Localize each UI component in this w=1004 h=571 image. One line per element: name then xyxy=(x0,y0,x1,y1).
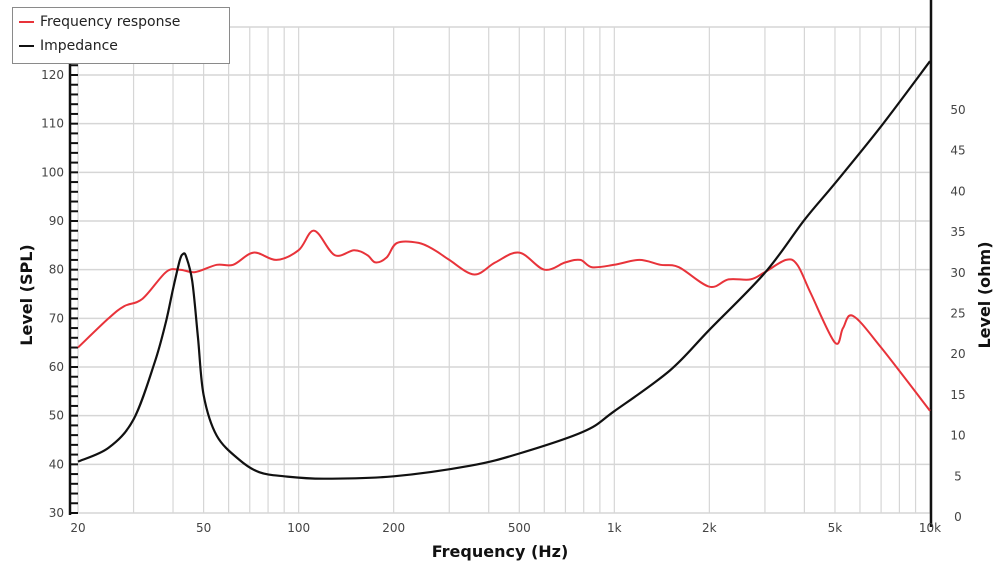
right-y-axis: 0 5 10 15 20 25 30 35 40 45 50 xyxy=(929,0,966,527)
y2-tick-label: 50 xyxy=(950,103,965,117)
x-tick-label: 500 xyxy=(508,521,531,535)
y2-tick-label: 45 xyxy=(950,144,965,158)
y-tick-label: 90 xyxy=(49,214,64,228)
left-y-axis: 30 40 50 60 70 80 90 100 110 120 xyxy=(41,27,78,520)
left-y-axis-title: Level (SPL) xyxy=(17,244,36,345)
x-tick-label: 5k xyxy=(828,521,843,535)
y2-tick-label: 20 xyxy=(950,347,965,361)
x-axis-title: Frequency (Hz) xyxy=(432,542,569,561)
legend-item-impedance: Impedance xyxy=(19,36,118,56)
data-series xyxy=(77,60,931,480)
right-y-axis-title: Level (ohm) xyxy=(975,241,994,348)
x-tick-label: 50 xyxy=(196,521,211,535)
y-tick-label: 30 xyxy=(49,506,64,520)
y2-tick-label: 5 xyxy=(954,469,962,483)
x-tick-label: 100 xyxy=(287,521,310,535)
x-tick-label: 200 xyxy=(382,521,405,535)
y-tick-label: 50 xyxy=(49,409,64,423)
legend-swatch-red xyxy=(19,21,34,23)
x-tick-label: 1k xyxy=(607,521,622,535)
y-tick-label: 60 xyxy=(49,360,64,374)
legend: Frequency response Impedance xyxy=(12,7,230,64)
y-tick-label: 70 xyxy=(49,311,64,325)
y2-tick-label: 35 xyxy=(950,225,965,239)
y-tick-label: 100 xyxy=(41,165,64,179)
y2-tick-label: 25 xyxy=(950,307,965,321)
y2-tick-label: 0 xyxy=(954,510,962,524)
legend-label: Impedance xyxy=(40,38,118,54)
y-tick-label: 110 xyxy=(41,117,64,131)
impedance-curve xyxy=(77,60,931,480)
y-tick-label: 40 xyxy=(49,457,64,471)
legend-swatch-black xyxy=(19,45,34,47)
x-tick-label: 20 xyxy=(70,521,85,535)
x-tick-label: 10k xyxy=(919,521,941,535)
frequency-response-curve xyxy=(77,229,931,412)
grid-lines xyxy=(77,26,931,514)
x-tick-label: 2k xyxy=(702,521,717,535)
y-tick-label: 120 xyxy=(41,68,64,82)
legend-label: Frequency response xyxy=(40,14,181,30)
y-tick-label: 80 xyxy=(49,263,64,277)
y2-tick-label: 40 xyxy=(950,184,965,198)
y2-tick-label: 15 xyxy=(950,388,965,402)
x-axis: 20 50 100 200 500 1k 2k 5k 10k xyxy=(70,521,941,535)
y2-tick-label: 10 xyxy=(950,429,965,443)
y2-tick-label: 30 xyxy=(950,266,965,280)
legend-item-frequency-response: Frequency response xyxy=(19,12,180,32)
